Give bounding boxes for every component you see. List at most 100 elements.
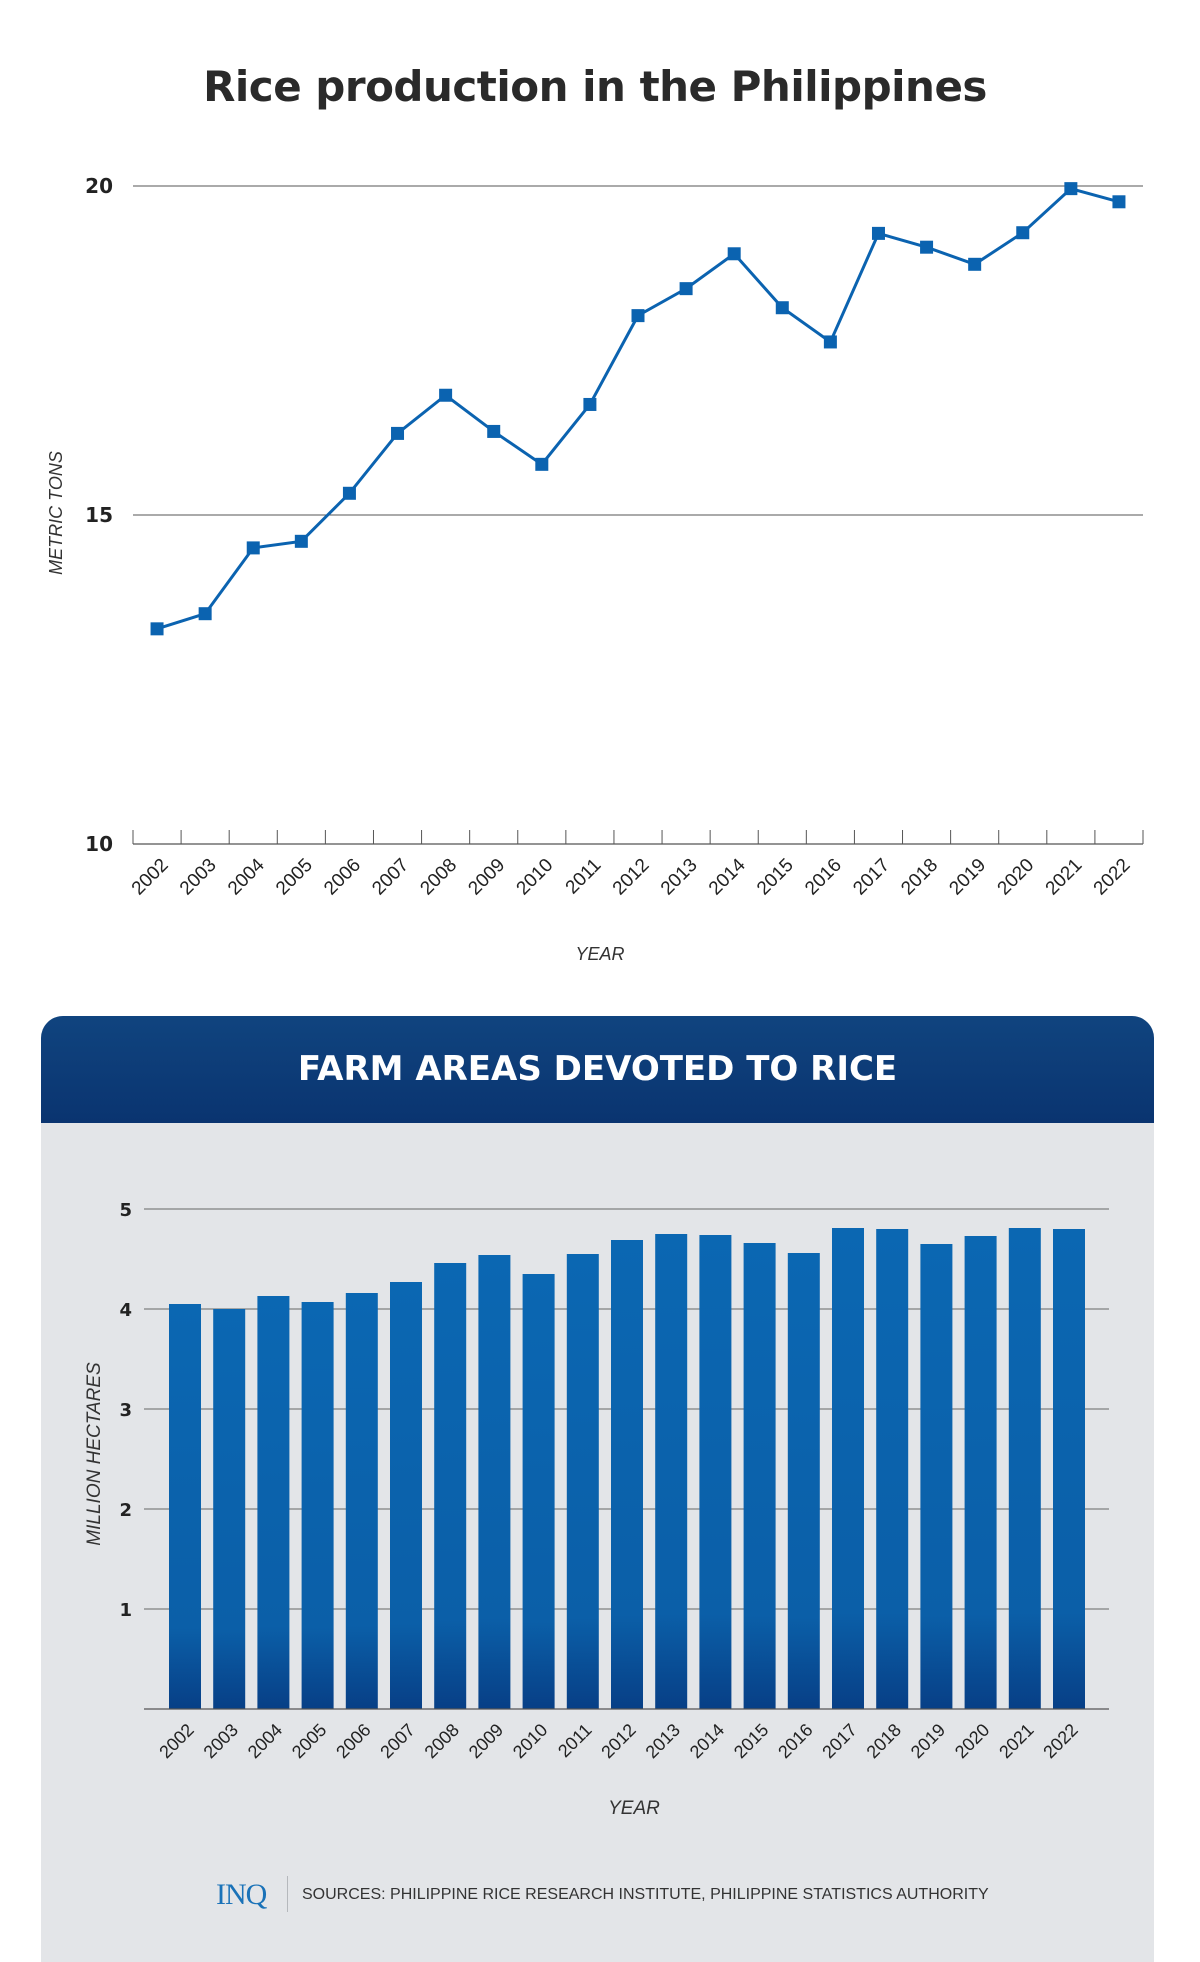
- x-tick-label: 2019: [907, 1720, 949, 1762]
- data-point: [294, 534, 308, 548]
- bar: [301, 1302, 334, 1709]
- x-tick-label: 2015: [730, 1720, 772, 1762]
- bar: [478, 1255, 511, 1709]
- x-tick-label: 2011: [554, 1720, 596, 1762]
- x-tick-label: 2004: [224, 854, 269, 899]
- bar: [832, 1228, 864, 1709]
- x-axis-label: YEAR: [608, 1798, 660, 1819]
- data-point: [439, 388, 453, 402]
- x-tick-label: 2004: [244, 1720, 286, 1762]
- x-tick-label: 2012: [597, 1720, 639, 1762]
- data-point: [631, 309, 645, 323]
- bar: [699, 1235, 732, 1709]
- data-point: [487, 424, 501, 438]
- x-tick-label: 2009: [465, 855, 510, 900]
- x-tick-label: 2022: [1090, 855, 1135, 900]
- x-tick-label: 2014: [686, 1720, 728, 1762]
- bar: [1053, 1229, 1085, 1709]
- x-tick-label: 2003: [200, 1720, 242, 1762]
- x-tick-label: 2021: [995, 1720, 1037, 1762]
- bar: [1008, 1228, 1041, 1709]
- bar: [876, 1229, 909, 1709]
- x-tick-label: 2008: [416, 855, 461, 900]
- x-tick-label: 2005: [272, 855, 317, 900]
- bar: [345, 1293, 378, 1709]
- inq-logo: INQ: [216, 1878, 267, 1911]
- bar: [964, 1236, 997, 1709]
- y-tick-label: 15: [85, 503, 113, 527]
- data-point: [535, 457, 549, 471]
- x-tick-label: 2015: [753, 855, 798, 900]
- x-tick-label: 2021: [1042, 855, 1087, 900]
- x-tick-label: 2009: [465, 1720, 507, 1762]
- x-tick-label: 2008: [421, 1720, 463, 1762]
- data-point: [727, 247, 741, 261]
- y-tick-label: 3: [119, 1400, 132, 1421]
- x-tick-label: 2006: [332, 1720, 374, 1762]
- data-point: [1064, 182, 1078, 196]
- x-tick-label: 2002: [155, 1720, 197, 1762]
- data-point: [583, 397, 597, 411]
- x-tick-label: 2016: [801, 855, 846, 900]
- data-point: [150, 622, 164, 636]
- x-tick-label: 2007: [368, 855, 413, 900]
- data-point: [871, 226, 885, 240]
- bar: [390, 1282, 422, 1709]
- x-tick-label: 2003: [176, 855, 221, 900]
- y-tick-label: 5: [119, 1200, 132, 1221]
- x-tick-label: 2018: [863, 1720, 905, 1762]
- data-point: [198, 607, 212, 621]
- data-point: [342, 486, 356, 500]
- x-tick-label: 2013: [657, 855, 702, 900]
- x-tick-label: 2010: [509, 1720, 551, 1762]
- bar: [257, 1296, 290, 1709]
- data-point: [679, 282, 693, 296]
- data-point: [246, 541, 260, 555]
- y-tick-label: 1: [119, 1600, 132, 1621]
- x-tick-label: 2017: [849, 855, 894, 900]
- y-tick-label: 10: [85, 832, 113, 856]
- y-axis-label: MILLION HECTARES: [84, 1362, 105, 1546]
- x-tick-label: 2005: [288, 1720, 330, 1762]
- x-tick-label: 2007: [376, 1720, 418, 1762]
- x-axis-label: YEAR: [575, 944, 624, 964]
- x-tick-label: 2017: [818, 1720, 860, 1762]
- y-axis-label: METRIC TONS: [46, 451, 66, 575]
- x-tick-label: 2013: [642, 1720, 684, 1762]
- bar: [169, 1304, 201, 1709]
- bar: [743, 1243, 776, 1709]
- y-tick-label: 20: [85, 174, 113, 198]
- line-chart-title: Rice production in the Philippines: [203, 62, 987, 111]
- bar: [434, 1263, 467, 1709]
- bar: [213, 1309, 246, 1709]
- x-tick-label: 2022: [1039, 1720, 1081, 1762]
- data-point: [775, 301, 789, 315]
- x-tick-label: 2002: [128, 855, 173, 900]
- footer-divider: [287, 1876, 288, 1912]
- x-tick-label: 2012: [609, 855, 654, 900]
- bar-chart-title: FARM AREAS DEVOTED TO RICE: [297, 1049, 898, 1089]
- x-tick-label: 2014: [705, 854, 750, 899]
- data-point: [1112, 195, 1126, 209]
- bar: [522, 1274, 555, 1709]
- x-tick-label: 2020: [994, 855, 1039, 900]
- bar: [566, 1254, 599, 1709]
- bar: [655, 1234, 688, 1709]
- bar: [920, 1244, 953, 1709]
- x-tick-label: 2010: [513, 855, 558, 900]
- data-point: [1016, 226, 1030, 240]
- x-tick-label: 2016: [774, 1720, 816, 1762]
- x-tick-label: 2018: [897, 855, 942, 900]
- bar-chart-header: FARM AREAS DEVOTED TO RICE: [41, 1016, 1154, 1123]
- bar: [611, 1240, 643, 1709]
- data-point: [920, 240, 934, 254]
- data-point: [968, 257, 982, 271]
- y-tick-label: 2: [119, 1500, 132, 1521]
- x-tick-label: 2011: [562, 855, 606, 899]
- production-line: [156, 186, 1120, 631]
- x-tick-label: 2006: [320, 855, 365, 900]
- data-point: [391, 426, 405, 440]
- x-tick-label: 2019: [945, 855, 990, 900]
- x-tick-label: 2020: [951, 1720, 993, 1762]
